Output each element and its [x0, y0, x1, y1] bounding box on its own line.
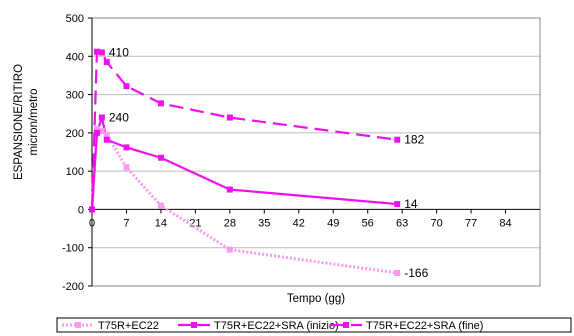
x-axis-title: Tempo (gg) [287, 293, 345, 305]
data-label: -166 [404, 266, 428, 280]
data-point [394, 269, 401, 276]
x-tick-label: 56 [362, 217, 374, 229]
data-label: 240 [109, 111, 129, 125]
y-tick-label: 500 [66, 13, 84, 25]
y-axis-title: ESPANSIONE/RITIRO [13, 64, 25, 180]
legend: T75R+EC22 T75R+EC22+SRA (inizio) T75R+EC22… [56, 317, 572, 333]
data-point [89, 206, 95, 213]
plot-area [91, 17, 541, 287]
legend-label-3: T75R+EC22+SRA (fine) [366, 320, 483, 332]
data-label: 182 [404, 133, 424, 147]
series-line-3 [90, 50, 398, 210]
y-axis-unit: micron/metro [28, 88, 40, 155]
legend-marker [191, 322, 197, 328]
x-tick-label: 35 [258, 217, 270, 229]
legend-label-2: T75R+EC22+SRA (inizio) [214, 320, 339, 332]
y-tick-label: 300 [66, 90, 84, 102]
series-markers [89, 48, 401, 276]
x-tick-label: 77 [465, 217, 477, 229]
data-label: 410 [109, 45, 129, 59]
data-point [226, 114, 233, 121]
x-tick-label: 7 [123, 217, 129, 229]
y-tick-label: -200 [62, 281, 84, 293]
x-tick-labels: 0 7 14 21 28 35 42 49 56 63 70 77 84 [89, 209, 512, 229]
data-point [394, 136, 401, 143]
data-point [157, 202, 164, 209]
y-tick-label: 200 [66, 128, 84, 140]
y-tick-labels: -200 -100 0 100 200 300 400 500 [62, 13, 92, 293]
data-point [103, 59, 110, 66]
data-point [394, 201, 401, 208]
y-tick-label: -100 [62, 243, 84, 255]
legend-marker [343, 322, 349, 328]
y-tick-label: 100 [66, 166, 84, 178]
y-tick-label: 400 [66, 51, 84, 63]
legend-box [56, 317, 572, 333]
x-tick-label: 42 [293, 217, 305, 229]
data-point [157, 100, 164, 107]
data-point [103, 136, 110, 143]
data-point [226, 186, 233, 193]
x-tick-label: 0 [89, 217, 95, 229]
data-point [157, 154, 164, 161]
series-lines [90, 50, 398, 275]
data-labels: 410 240 182 14 -166 [109, 45, 429, 280]
x-tick-label: 84 [499, 217, 511, 229]
data-point [93, 129, 100, 136]
data-point [98, 49, 105, 56]
axes [91, 18, 540, 286]
y-tick-label: 0 [78, 204, 84, 216]
data-point [123, 144, 130, 151]
x-tick-label: 28 [224, 217, 236, 229]
data-point [93, 48, 100, 55]
data-label: 14 [404, 197, 418, 211]
x-tick-label: 14 [155, 217, 167, 229]
data-point [93, 126, 100, 133]
x-tick-label: 63 [396, 217, 408, 229]
x-tick-label: 70 [430, 217, 442, 229]
data-point [98, 127, 105, 134]
data-point [123, 83, 130, 90]
data-point [98, 114, 105, 121]
data-point [226, 246, 233, 253]
grid-lines [92, 17, 540, 287]
data-point [103, 131, 110, 138]
x-tick-label: 21 [189, 217, 201, 229]
data-point [123, 164, 130, 171]
x-tick-label: 49 [327, 217, 339, 229]
legend-marker [75, 322, 81, 328]
legend-label-1: T75R+EC22 [98, 320, 159, 332]
series-line-2 [90, 116, 398, 210]
